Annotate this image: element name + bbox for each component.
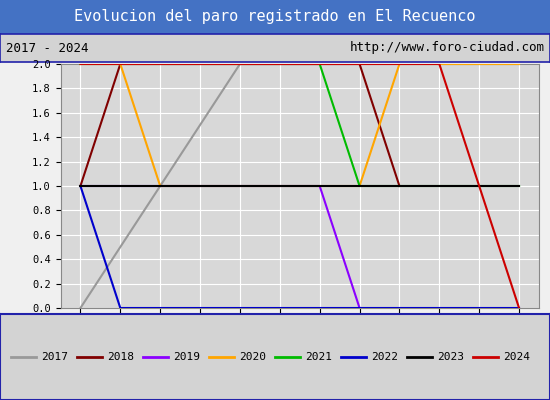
- Text: 2023: 2023: [437, 352, 464, 362]
- Text: 2024: 2024: [503, 352, 530, 362]
- Text: 2017 - 2024: 2017 - 2024: [6, 42, 88, 54]
- Text: http://www.foro-ciudad.com: http://www.foro-ciudad.com: [349, 42, 544, 54]
- Text: Evolucion del paro registrado en El Recuenco: Evolucion del paro registrado en El Recu…: [74, 10, 476, 24]
- Text: 2021: 2021: [305, 352, 332, 362]
- Text: 2017: 2017: [41, 352, 68, 362]
- Text: 2022: 2022: [371, 352, 398, 362]
- Text: 2018: 2018: [107, 352, 134, 362]
- Text: 2020: 2020: [239, 352, 266, 362]
- Text: 2019: 2019: [173, 352, 200, 362]
